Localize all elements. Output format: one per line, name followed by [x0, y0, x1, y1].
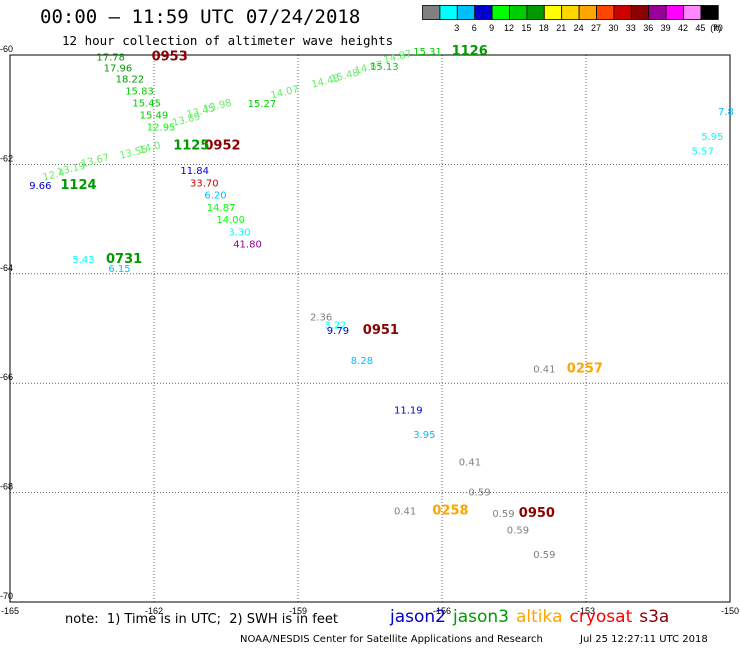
- wave-height-label: 7.8: [718, 107, 734, 118]
- wave-height-label: 0.59: [533, 550, 555, 561]
- legend-tick-label: 42: [678, 23, 688, 33]
- wave-height-label: 15.13: [370, 62, 399, 73]
- wave-height-label: 9.79: [327, 326, 349, 337]
- satellite-key: jason2 jason3 altika cryosat s3a: [390, 607, 676, 627]
- wave-height-label: 0.41: [459, 457, 481, 468]
- legend-tick-label: 3: [454, 23, 459, 33]
- wave-height-label: 3.30: [228, 228, 250, 239]
- satellite-altika: altika: [516, 607, 563, 627]
- wave-height-label: 15.83: [125, 86, 154, 97]
- pass-time-label: 0950: [519, 506, 555, 521]
- legend-tick-label: 36: [643, 23, 653, 33]
- wave-height-label: 15.49: [140, 110, 169, 121]
- legend-unit-label: (ft): [710, 23, 721, 33]
- wave-height-label: 15.27: [248, 99, 277, 110]
- pass-time-label: 0953: [152, 49, 188, 64]
- wave-height-label: 3.22: [324, 321, 346, 332]
- wave-height-label: 15.45: [132, 98, 161, 109]
- legend-tick-label: 45: [695, 23, 705, 33]
- wave-height-label: 13.98: [202, 98, 232, 116]
- pass-time-label: 0257: [567, 361, 603, 376]
- legend-swatch: [700, 5, 719, 20]
- longitude-tick-label: -165: [1, 606, 19, 616]
- longitude-tick-label: -150: [721, 606, 739, 616]
- pass-time-label: 1124: [60, 178, 96, 193]
- wave-height-label: 6.20: [204, 190, 226, 201]
- legend-tick-label: 39: [661, 23, 671, 33]
- legend-tick-label: 27: [591, 23, 601, 33]
- wave-height-label: 13.67: [80, 152, 110, 170]
- pass-time-label: 1125: [173, 139, 209, 154]
- wave-height-label: 11.19: [394, 405, 423, 416]
- wave-height-label: 12.95: [147, 122, 176, 133]
- satellite-s3a: s3a: [639, 607, 670, 627]
- pass-time-label: 0731: [106, 252, 142, 267]
- longitude-tick-label: -159: [289, 606, 307, 616]
- map-subtitle: 12 hour collection of altimeter wave hei…: [62, 33, 394, 48]
- satellite-cryosat: cryosat: [569, 607, 633, 627]
- wave-height-label: 14.0: [138, 140, 162, 156]
- legend-tick-label: 21: [556, 23, 566, 33]
- latitude-tick-label: -62: [0, 153, 13, 163]
- legend-tick-label: 18: [539, 23, 549, 33]
- longitude-tick-label: -156: [433, 606, 451, 616]
- wave-height-label: 0.59: [492, 509, 514, 520]
- map-title: 00:00 – 11:59 UTC 07/24/2018: [40, 6, 361, 28]
- latitude-tick-label: -68: [0, 482, 13, 492]
- wave-height-label: 3.95: [413, 430, 435, 441]
- wave-height-label: 14.87: [207, 203, 236, 214]
- wave-height-label: 14.07: [270, 84, 300, 102]
- wave-height-label: 18.22: [116, 74, 145, 85]
- wave-height-label: 17.96: [104, 63, 133, 74]
- wave-height-label: 5.95: [701, 132, 723, 143]
- legend-tick-label: 12: [504, 23, 514, 33]
- wave-height-label: 33.70: [190, 178, 219, 189]
- wave-height-label: 11.84: [180, 166, 209, 177]
- wave-height-label: 0.41: [533, 364, 555, 375]
- wave-height-label: 9.66: [29, 181, 51, 192]
- wave-height-label: 14.00: [216, 215, 245, 226]
- legend-tick-label: 24: [574, 23, 584, 33]
- wave-height-label: 41.80: [233, 240, 262, 251]
- wave-height-label: 0.59: [507, 526, 529, 537]
- wave-height-label: 5.43: [72, 255, 94, 266]
- wave-height-label: 8.28: [351, 356, 373, 367]
- wave-height-label: 2.36: [310, 312, 332, 323]
- satellite-jason2: jason2: [390, 607, 446, 627]
- satellite-jason3: jason3: [453, 607, 509, 627]
- latitude-tick-label: -64: [0, 263, 13, 273]
- latitude-tick-label: -60: [0, 44, 13, 54]
- legend-tick-label: 30: [608, 23, 618, 33]
- pass-time-label: 0952: [204, 139, 240, 154]
- longitude-tick-label: -153: [577, 606, 595, 616]
- legend-tick-label: 33: [626, 23, 636, 33]
- wave-height-label: 0.41: [394, 506, 416, 517]
- latitude-tick-label: -66: [0, 372, 13, 382]
- legend-tick-label: 15: [521, 23, 531, 33]
- pass-time-label: 0951: [363, 323, 399, 338]
- legend-tick-label: 6: [472, 23, 477, 33]
- map-frame: [9, 54, 731, 603]
- legend-tick-label: 70: [713, 23, 723, 33]
- footer-note: note: 1) Time is in UTC; 2) SWH is in fe…: [65, 612, 338, 627]
- wave-height-label: 0.59: [468, 487, 490, 498]
- wave-height-label: 17.78: [96, 52, 125, 63]
- wave-height-label: 15.31: [413, 47, 442, 58]
- pass-time-label: 0258: [432, 503, 468, 518]
- credit-text: NOAA/NESDIS Center for Satellite Applica…: [240, 634, 543, 645]
- legend-tick-label: 9: [489, 23, 494, 33]
- timestamp-text: Jul 25 12:27:11 UTC 2018: [580, 634, 708, 645]
- longitude-tick-label: -162: [145, 606, 163, 616]
- color-legend: 3 6 9 12 15 18 21 24 27 30 33 36 39 42 45 70(ft): [422, 5, 723, 33]
- wave-height-label: 12.4: [42, 168, 66, 184]
- pass-time-label: 1126: [452, 44, 488, 59]
- latitude-tick-label: -70: [0, 591, 13, 601]
- wave-height-label: 5.57: [692, 147, 714, 158]
- wave-height-label: 6.15: [108, 264, 130, 275]
